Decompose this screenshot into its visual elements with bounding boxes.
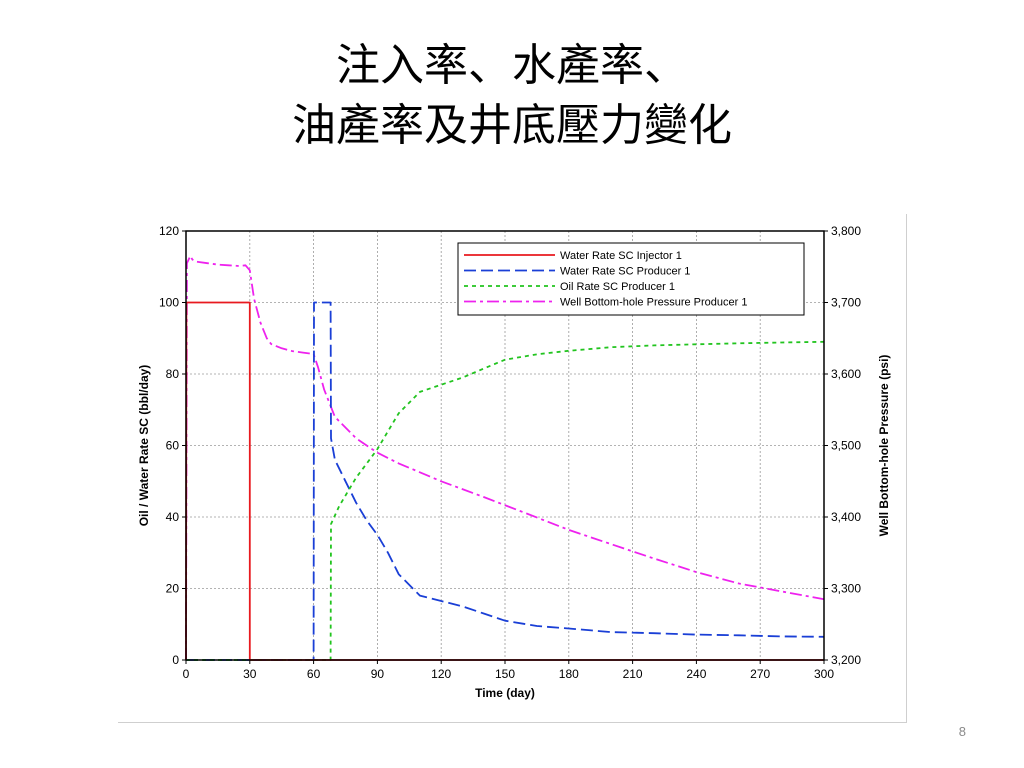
x-tick-label: 270 [750, 667, 770, 681]
page-number: 8 [958, 724, 966, 739]
y-right-tick-label: 3,500 [831, 439, 861, 453]
legend-label-3: Well Bottom-hole Pressure Producer 1 [560, 297, 748, 309]
y-right-tick-label: 3,800 [831, 224, 861, 238]
y-right-tick-label: 3,300 [831, 582, 861, 596]
y-left-tick-label: 100 [159, 296, 179, 310]
y-right-tick-label: 3,700 [831, 296, 861, 310]
x-tick-label: 180 [559, 667, 579, 681]
series-line-1 [186, 301, 825, 661]
series-line-2 [186, 340, 825, 661]
y-axis-left-ticks: 0 20 40 60 80 100 120 [159, 224, 186, 667]
x-tick-label: 30 [243, 667, 257, 681]
y-left-tick-label: 0 [172, 653, 179, 667]
x-tick-label: 60 [307, 667, 321, 681]
x-tick-label: 240 [686, 667, 706, 681]
slide-title-line-2: 油產率及井底壓力變化 [292, 100, 732, 151]
y-left-tick-label: 80 [166, 367, 180, 381]
x-axis-label: Time (day) [475, 686, 535, 700]
x-tick-label: 0 [183, 667, 190, 681]
y-axis-right-ticks: 3,200 3,300 3,400 3,500 3,600 3,700 3,800 [824, 224, 861, 667]
y-left-tick-label: 40 [166, 510, 180, 524]
chart: 0 30 60 90 120 150 180 210 240 270 300 0 20 40 60 80 10… [137, 224, 891, 700]
y-left-tick-label: 120 [159, 224, 179, 238]
legend: Water Rate SC Injector 1 Water Rate SC Pr… [457, 242, 805, 316]
y-axis-left-label: Oil / Water Rate SC (bbl/day) [137, 365, 151, 527]
x-tick-label: 90 [371, 667, 385, 681]
y-right-tick-label: 3,200 [831, 653, 861, 667]
y-left-tick-label: 20 [166, 582, 180, 596]
y-axis-right-label: Well Bottom-hole Pressure (psi) [877, 355, 891, 537]
slide-title: 注入率、水產率、 油產率及井底壓力變化 [0, 36, 1024, 156]
legend-label-1: Water Rate SC Producer 1 [560, 266, 690, 278]
series-line-3 [185, 255, 825, 661]
y-right-tick-label: 3,400 [831, 510, 861, 524]
x-tick-label: 150 [495, 667, 515, 681]
legend-label-2: Oil Rate SC Producer 1 [560, 281, 675, 293]
x-axis-ticks: 0 30 60 90 120 150 180 210 240 270 300 [183, 660, 834, 681]
chart-figure: 0 30 60 90 120 150 180 210 240 270 300 0 20 40 60 80 10… [118, 214, 907, 723]
y-left-tick-label: 60 [166, 439, 180, 453]
legend-label-0: Water Rate SC Injector 1 [560, 250, 682, 262]
x-tick-label: 120 [431, 667, 451, 681]
x-tick-label: 300 [814, 667, 834, 681]
x-tick-label: 210 [623, 667, 643, 681]
y-right-tick-label: 3,600 [831, 367, 861, 381]
slide-title-line-1: 注入率、水產率、 [336, 40, 688, 91]
